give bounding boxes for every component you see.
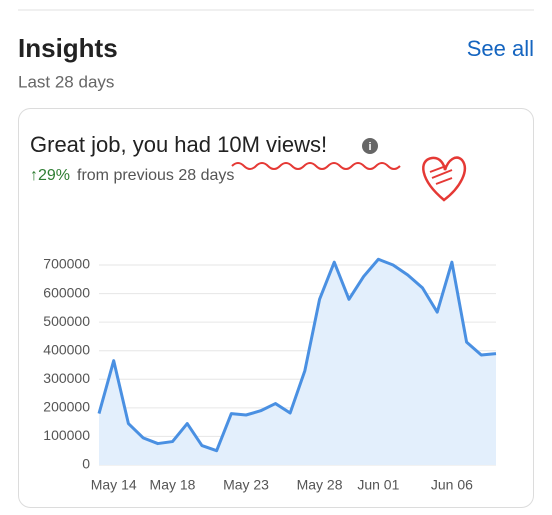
x-tick-label: Jun 01 <box>357 477 399 493</box>
y-tick-label: 600000 <box>43 284 90 300</box>
headline: Great job, you had 10M views! <box>30 132 327 157</box>
scribble-underline <box>231 162 401 170</box>
x-tick-label: May 23 <box>223 477 269 493</box>
heart-fill <box>429 165 453 185</box>
y-tick-label: 500000 <box>43 313 90 329</box>
heart-doodle <box>422 156 467 202</box>
x-tick-label: May 18 <box>150 477 196 493</box>
see-all-link[interactable]: See all <box>467 36 534 61</box>
y-tick-label: 400000 <box>43 341 90 357</box>
line <box>97 257 497 453</box>
plot: 0 100000 200000 300000 400000 500000 600000 700… <box>43 256 497 493</box>
change-value: ↑29% <box>30 167 70 184</box>
change-note: from previous 28 days <box>77 167 234 184</box>
y-tick-label: 200000 <box>43 399 90 415</box>
section-title: Insights <box>18 33 118 63</box>
x-tick-label: Jun 06 <box>431 477 473 493</box>
period-label: Last 28 days <box>18 72 114 91</box>
y-tick-label: 0 <box>82 456 90 472</box>
y-tick-label: 300000 <box>43 370 90 386</box>
info-icon[interactable] <box>362 138 378 154</box>
y-tick-label: 100000 <box>43 427 90 443</box>
x-tick-label: May 28 <box>297 477 343 493</box>
area <box>99 259 496 465</box>
info-icon-glyph: i <box>368 141 371 153</box>
x-tick-label: May 14 <box>91 477 137 493</box>
y-tick-label: 700000 <box>43 256 90 272</box>
